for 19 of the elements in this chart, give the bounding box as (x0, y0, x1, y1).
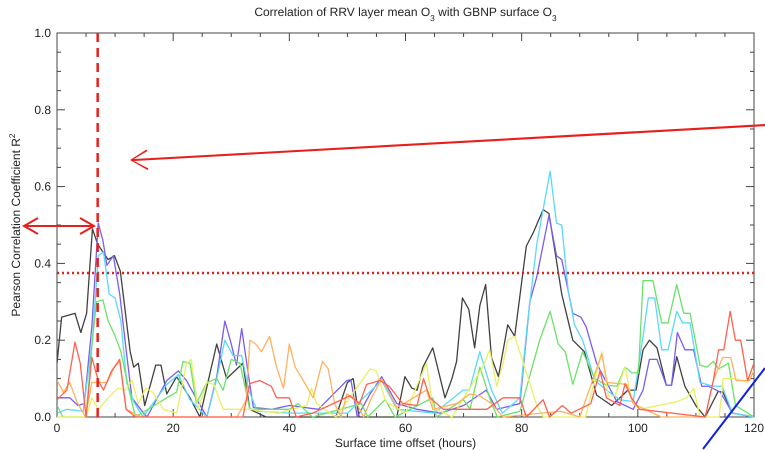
line-series (57, 310, 754, 418)
line-series (57, 280, 754, 418)
y-tick-label: 0.8 (34, 102, 52, 117)
y-tick-label: 0.6 (34, 180, 52, 194)
x-tick-label: 0 (54, 421, 61, 435)
x-tick-label: 20 (166, 421, 180, 435)
chart-title: Correlation of RRV layer mean O$_{3}$ with GBNP surface O$_{3}$ (254, 5, 558, 23)
x-tick-label: 60 (398, 421, 412, 435)
x-tick-label: 120 (744, 421, 764, 435)
x-tick-label: 40 (282, 421, 296, 435)
y-tick-label: 0.4 (34, 256, 52, 270)
y-tick-label: 0.0 (34, 410, 52, 424)
y-tick-label: 0.2 (34, 333, 52, 348)
x-tick-label: 100 (628, 421, 648, 435)
line-series (57, 336, 754, 418)
y-tick-label: 1.0 (34, 26, 52, 40)
x-tick-label: 80 (514, 421, 529, 435)
x-axis-title: Surface time offset (hours) (334, 436, 476, 450)
line-series (57, 170, 754, 418)
